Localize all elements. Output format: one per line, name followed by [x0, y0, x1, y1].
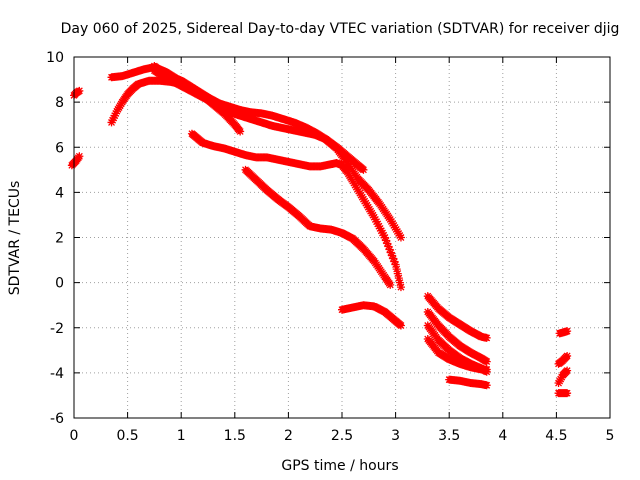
series-s11: [423, 307, 491, 366]
series-s14: [445, 375, 491, 390]
series-s13: [423, 335, 491, 374]
x-tick-label: 5: [606, 428, 615, 444]
data-point: [374, 222, 383, 231]
x-axis-label: GPS time / hours: [281, 458, 398, 474]
x-tick-label: 3: [391, 428, 400, 444]
data-point: [482, 357, 491, 366]
data-point: [482, 365, 491, 374]
axis-ticks: 0 0.5 1 1.5 2 2.5 3 3.5 4 4.5 5 -6 -4 -2 0 2 4 6 8 10: [46, 50, 614, 444]
y-tick-label: -4: [50, 366, 64, 382]
series-s2: [67, 152, 84, 170]
data-point: [563, 351, 572, 360]
series-s16: [554, 351, 572, 368]
data-point: [372, 217, 381, 226]
data-point: [75, 152, 84, 161]
data-point: [236, 127, 245, 136]
data-point: [386, 248, 395, 257]
data-point: [388, 251, 397, 260]
y-tick-label: 4: [55, 185, 64, 201]
data-point: [393, 269, 402, 278]
data-point: [563, 366, 572, 375]
series-s9: [338, 301, 405, 330]
data-point: [109, 113, 118, 122]
data-point: [378, 228, 387, 237]
y-tick-label: 8: [55, 95, 64, 111]
data-point: [396, 321, 405, 330]
data-point: [111, 109, 120, 118]
data-point: [394, 274, 403, 283]
y-tick-label: -6: [50, 411, 64, 427]
series-s6: [150, 66, 405, 242]
data-point: [389, 254, 398, 263]
data-point: [382, 236, 391, 245]
data-point: [396, 283, 405, 292]
chart-title: Day 060 of 2025, Sidereal Day-to-day VTE…: [61, 21, 620, 37]
x-tick-label: 1: [177, 428, 186, 444]
series-s18: [554, 389, 572, 398]
series-s7: [187, 129, 405, 292]
data-point: [371, 215, 380, 224]
data-point: [563, 389, 572, 398]
data-point: [482, 333, 491, 342]
x-tick-label: 2.5: [331, 428, 353, 444]
series-s8: [241, 165, 395, 289]
x-tick-label: 1.5: [224, 428, 246, 444]
x-tick-label: 4.5: [545, 428, 567, 444]
data-point: [377, 226, 386, 235]
data-point: [373, 219, 382, 228]
x-tick-label: 3.5: [438, 428, 460, 444]
series-s15: [555, 327, 572, 338]
data-point: [395, 278, 404, 287]
y-axis-label: SDTVAR / TECUs: [7, 181, 23, 296]
data-point: [384, 242, 393, 251]
series-s17: [554, 366, 572, 388]
x-tick-label: 4: [498, 428, 507, 444]
data-point: [390, 257, 399, 266]
y-tick-label: 6: [55, 140, 64, 156]
data-point: [370, 213, 379, 222]
data-point: [380, 233, 389, 242]
y-tick-label: 10: [46, 50, 64, 66]
data-point: [383, 239, 392, 248]
data-point: [563, 327, 572, 336]
data-point: [75, 86, 84, 95]
y-tick-label: 0: [55, 276, 64, 292]
data-marks: [67, 62, 572, 398]
data-point: [359, 165, 368, 174]
data-point: [376, 224, 385, 233]
data-point: [386, 280, 395, 289]
data-point: [396, 233, 405, 242]
x-tick-label: 0.5: [116, 428, 138, 444]
data-point: [385, 245, 394, 254]
y-tick-label: 2: [55, 231, 64, 247]
data-point: [391, 260, 400, 269]
series-s10: [423, 292, 491, 342]
data-point: [107, 118, 116, 127]
data-point: [110, 111, 119, 120]
x-tick-label: 0: [70, 428, 79, 444]
data-point: [379, 231, 388, 240]
data-point: [108, 116, 117, 125]
x-tick-label: 2: [284, 428, 293, 444]
series-s1: [70, 86, 84, 100]
data-point: [482, 381, 491, 390]
data-point: [392, 265, 401, 274]
y-tick-label: -2: [50, 321, 64, 337]
